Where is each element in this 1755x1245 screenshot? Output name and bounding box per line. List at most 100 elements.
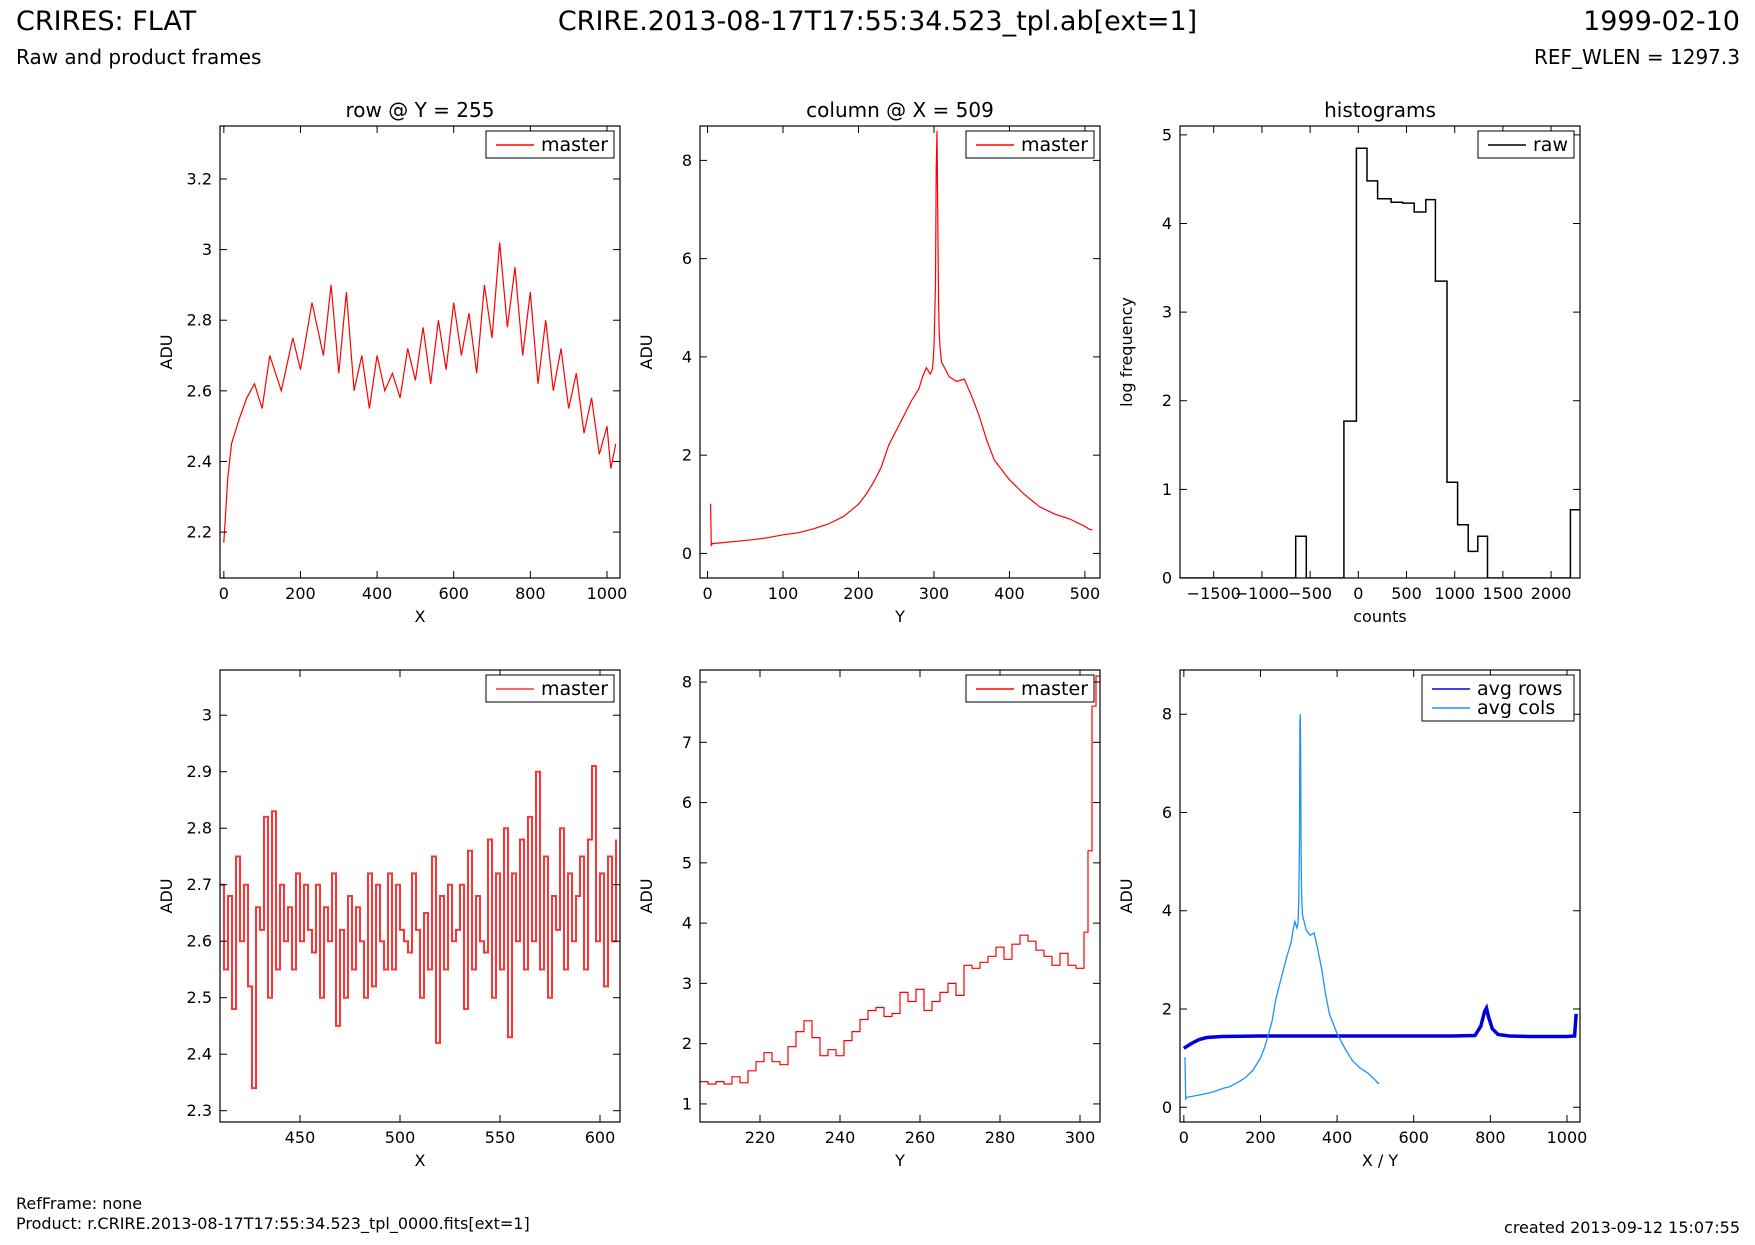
y-tick-label: 2.2 bbox=[187, 523, 212, 542]
y-tick-label: 0 bbox=[682, 544, 692, 563]
y-tick-label: 7 bbox=[682, 733, 692, 752]
x-tick-label: 600 bbox=[585, 1128, 616, 1147]
y-tick-label: 3.2 bbox=[187, 169, 212, 188]
legend-label: avg cols bbox=[1477, 697, 1555, 719]
y-axis-label: ADU bbox=[157, 879, 176, 914]
legend-label: master bbox=[541, 134, 608, 156]
x-tick-label: 0 bbox=[1353, 584, 1363, 603]
x-tick-label: 220 bbox=[745, 1128, 776, 1147]
file-name: CRIRE.2013-08-17T17:55:34.523_tpl.ab[ext… bbox=[557, 6, 1198, 37]
y-tick-label: 2 bbox=[1162, 1000, 1172, 1019]
series-line-avg-rows bbox=[1182, 1003, 1578, 1050]
y-axis-label: ADU bbox=[637, 879, 656, 914]
y-tick-label: 6 bbox=[1162, 803, 1172, 822]
x-tick-label: 550 bbox=[485, 1128, 516, 1147]
y-tick-label: 2.8 bbox=[187, 311, 212, 330]
product-label: Product: r.CRIRE.2013-08-17T17:55:34.523… bbox=[16, 1214, 530, 1233]
legend-label: avg rows bbox=[1477, 678, 1562, 700]
series-line-master bbox=[709, 130, 1093, 547]
x-tick-label: 240 bbox=[825, 1128, 856, 1147]
y-tick-label: 6 bbox=[682, 793, 692, 812]
y-tick-label: 2.6 bbox=[187, 932, 212, 951]
x-tick-label: 0 bbox=[1179, 1128, 1189, 1147]
x-tick-label: 400 bbox=[1322, 1128, 1353, 1147]
legend-box bbox=[1421, 674, 1575, 722]
y-axis-label: ADU bbox=[157, 335, 176, 370]
y-tick-label: 4 bbox=[682, 914, 692, 933]
y-tick-label: 4 bbox=[1162, 214, 1172, 233]
x-tick-label: 100 bbox=[768, 584, 799, 603]
chart-panel-6: 0 200 400 600 800 1000 0 2 4 6 8 X / Y ADU avg rowsav… bbox=[1117, 669, 1587, 1170]
y-tick-label: 2.6 bbox=[187, 381, 212, 400]
x-tick-label: 0 bbox=[219, 584, 229, 603]
legend-label: master bbox=[1021, 134, 1088, 156]
y-tick-label: 4 bbox=[1162, 901, 1172, 920]
page-title: CRIRES: FLAT bbox=[16, 6, 197, 37]
y-tick-label: 2 bbox=[682, 446, 692, 465]
legend: master bbox=[965, 130, 1095, 159]
legend: raw bbox=[1477, 130, 1575, 159]
legend-label: raw bbox=[1533, 134, 1568, 156]
plot-frame bbox=[219, 669, 621, 1123]
plot-frame bbox=[699, 669, 1101, 1123]
y-tick-label: 0 bbox=[1162, 1098, 1172, 1117]
y-tick-label: 2.9 bbox=[187, 762, 212, 781]
chart-title: column @ X = 509 bbox=[806, 98, 994, 122]
y-tick-label: 1 bbox=[1162, 480, 1172, 499]
x-tick-label: 500 bbox=[1070, 584, 1101, 603]
x-axis-label: X bbox=[415, 1151, 426, 1170]
created-timestamp: created 2013-09-12 15:07:55 bbox=[1504, 1218, 1740, 1237]
x-tick-label: 600 bbox=[438, 584, 469, 603]
chart-title: histograms bbox=[1324, 98, 1436, 122]
legend-label: master bbox=[1021, 678, 1088, 700]
y-tick-label: 2 bbox=[682, 1034, 692, 1053]
x-axis-label: X bbox=[415, 607, 426, 626]
x-tick-label: 1000 bbox=[1434, 584, 1475, 603]
series-line-master bbox=[223, 242, 617, 543]
page-subtitle: Raw and product frames bbox=[16, 45, 262, 69]
plot-frame bbox=[219, 125, 621, 579]
y-tick-label: 8 bbox=[682, 151, 692, 170]
legend: master bbox=[485, 130, 615, 159]
chart-panel-3: histograms −1500−1000 −500 0 500 1000 1500 2000… bbox=[1117, 98, 1581, 626]
y-tick-label: 5 bbox=[682, 853, 692, 872]
x-tick-label: 400 bbox=[994, 584, 1025, 603]
y-tick-label: 3 bbox=[202, 240, 212, 259]
x-tick-label: 600 bbox=[1398, 1128, 1429, 1147]
series-line-avg-cols bbox=[1183, 714, 1380, 1101]
x-axis-label: counts bbox=[1353, 607, 1406, 626]
x-tick-label: 2000 bbox=[1531, 584, 1572, 603]
x-axis-label: Y bbox=[894, 1151, 905, 1170]
x-tick-label: 1000 bbox=[587, 584, 628, 603]
series-line-raw bbox=[1180, 147, 1580, 578]
x-tick-label: −1500 bbox=[1187, 584, 1241, 603]
y-tick-label: 1 bbox=[682, 1094, 692, 1113]
x-tick-label: 500 bbox=[385, 1128, 416, 1147]
x-tick-label: 200 bbox=[843, 584, 874, 603]
x-tick-label: −500 bbox=[1288, 584, 1332, 603]
y-tick-label: 2.5 bbox=[187, 988, 212, 1007]
x-tick-label: 260 bbox=[905, 1128, 936, 1147]
y-tick-label: 2.4 bbox=[187, 452, 212, 471]
legend: master bbox=[485, 674, 615, 703]
x-tick-label: 280 bbox=[985, 1128, 1016, 1147]
y-tick-label: 3 bbox=[1162, 303, 1172, 322]
y-tick-label: 6 bbox=[682, 249, 692, 268]
observation-date: 1999-02-10 bbox=[1583, 6, 1740, 37]
y-tick-label: 3 bbox=[682, 974, 692, 993]
y-tick-label: 2.4 bbox=[187, 1045, 212, 1064]
x-tick-label: 0 bbox=[702, 584, 712, 603]
x-tick-label: 300 bbox=[1065, 1128, 1096, 1147]
y-tick-label: 2.3 bbox=[187, 1101, 212, 1120]
x-tick-label: 800 bbox=[515, 584, 546, 603]
refframe-label: RefFrame: none bbox=[16, 1194, 143, 1213]
y-tick-label: 2.8 bbox=[187, 819, 212, 838]
y-axis-label: log frequency bbox=[1117, 297, 1136, 407]
y-tick-label: 2 bbox=[1162, 391, 1172, 410]
x-axis-label: Y bbox=[894, 607, 905, 626]
x-tick-label: 1500 bbox=[1483, 584, 1524, 603]
legend: master bbox=[965, 674, 1095, 703]
x-tick-label: 400 bbox=[362, 584, 393, 603]
chart-title: row @ Y = 255 bbox=[346, 98, 495, 122]
